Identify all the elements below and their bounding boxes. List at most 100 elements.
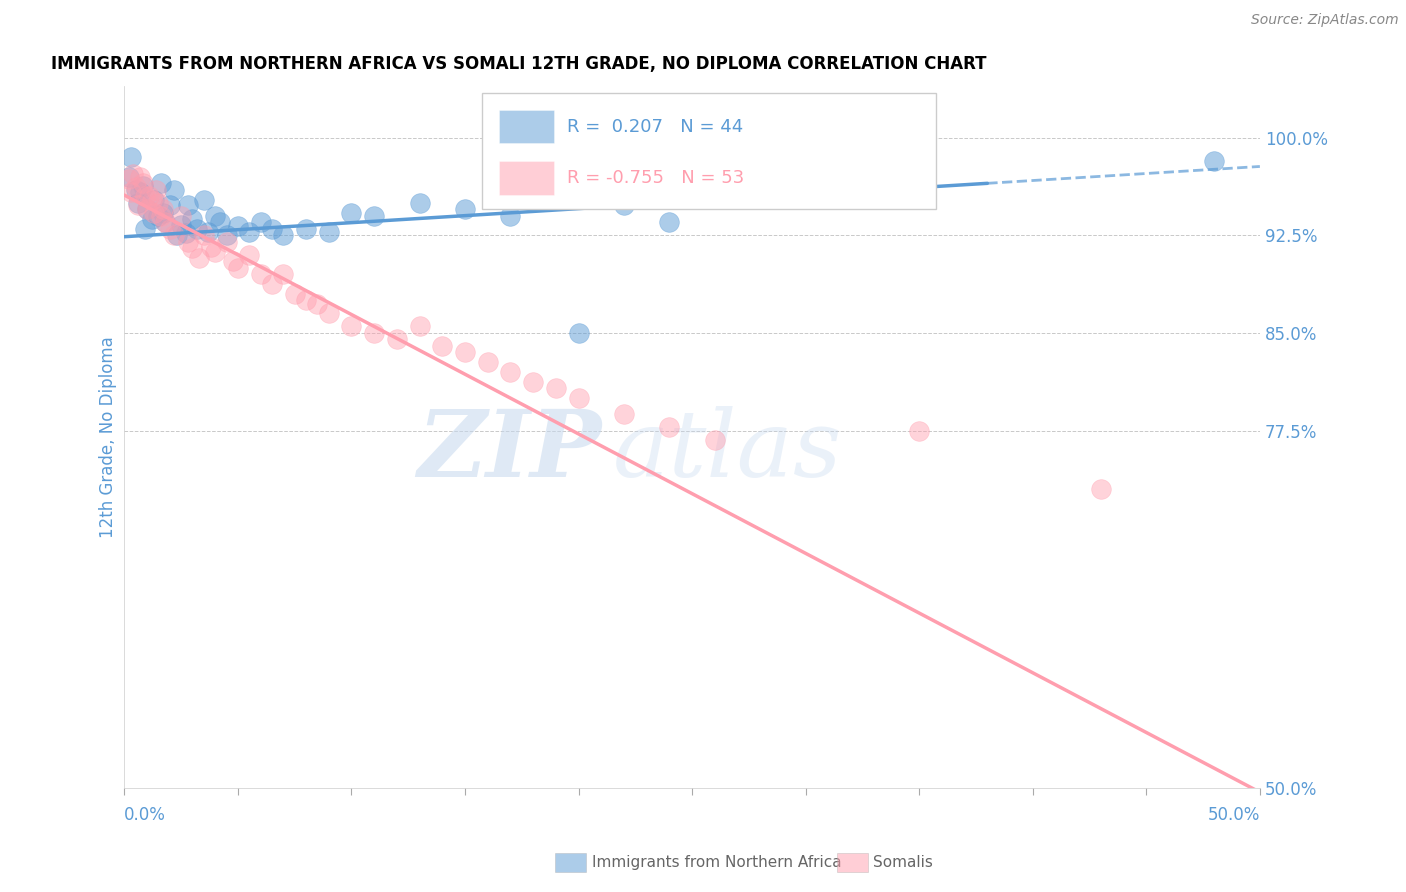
Point <box>340 319 363 334</box>
Point <box>658 419 681 434</box>
Text: 0.0%: 0.0% <box>124 805 166 824</box>
Point <box>318 306 340 320</box>
FancyBboxPatch shape <box>499 110 554 144</box>
Text: 50.0%: 50.0% <box>1208 805 1260 824</box>
Point <box>127 195 149 210</box>
Point <box>204 209 226 223</box>
Point <box>188 251 211 265</box>
Point <box>122 167 145 181</box>
Point <box>131 178 153 193</box>
Point <box>186 222 208 236</box>
Point <box>215 228 238 243</box>
Point <box>454 202 477 217</box>
Point <box>129 186 152 200</box>
Point <box>318 225 340 239</box>
Point <box>340 206 363 220</box>
FancyBboxPatch shape <box>499 161 554 194</box>
Point <box>658 215 681 229</box>
Point <box>408 195 430 210</box>
Point <box>155 215 177 229</box>
Point <box>295 293 318 308</box>
Point <box>238 225 260 239</box>
Point <box>118 172 141 186</box>
Point <box>125 180 148 194</box>
Point <box>142 194 165 208</box>
Point <box>284 287 307 301</box>
Point <box>307 297 329 311</box>
Point <box>703 433 725 447</box>
Text: IMMIGRANTS FROM NORTHERN AFRICA VS SOMALI 12TH GRADE, NO DIPLOMA CORRELATION CHA: IMMIGRANTS FROM NORTHERN AFRICA VS SOMAL… <box>51 55 986 73</box>
Point <box>886 186 908 201</box>
Point <box>295 222 318 236</box>
Point <box>197 225 219 239</box>
Point <box>181 211 204 226</box>
Point <box>363 326 385 340</box>
Point <box>260 222 283 236</box>
Point <box>363 209 385 223</box>
Point <box>522 376 544 390</box>
Point <box>142 206 165 220</box>
Point <box>141 211 163 226</box>
Point <box>152 206 174 220</box>
Point <box>408 319 430 334</box>
Point <box>166 228 188 243</box>
Point <box>155 215 177 229</box>
Point <box>193 228 215 243</box>
Point <box>249 268 271 282</box>
Point <box>260 277 283 291</box>
Point <box>385 333 408 347</box>
Point <box>170 209 193 223</box>
Text: ZIP: ZIP <box>418 406 602 496</box>
Point <box>134 189 156 203</box>
Text: Immigrants from Northern Africa: Immigrants from Northern Africa <box>592 855 842 870</box>
Point <box>148 209 170 223</box>
Point <box>120 150 142 164</box>
Point <box>271 268 294 282</box>
Point <box>499 209 522 223</box>
Point <box>138 189 160 203</box>
Point <box>163 183 186 197</box>
Point <box>613 407 636 421</box>
Point <box>136 202 159 217</box>
Point <box>271 228 294 243</box>
Point <box>125 183 148 197</box>
Point <box>215 235 238 249</box>
Point <box>177 235 200 249</box>
Point <box>118 169 141 184</box>
Text: Source: ZipAtlas.com: Source: ZipAtlas.com <box>1251 13 1399 28</box>
Point <box>170 218 193 232</box>
Point <box>120 186 142 200</box>
Point <box>163 228 186 243</box>
Point <box>208 215 231 229</box>
Y-axis label: 12th Grade, No Diploma: 12th Grade, No Diploma <box>100 336 117 538</box>
Point <box>249 215 271 229</box>
Text: R =  0.207   N = 44: R = 0.207 N = 44 <box>567 118 744 136</box>
Text: atlas: atlas <box>613 406 842 496</box>
Point <box>567 391 589 405</box>
Point <box>145 183 167 197</box>
Point <box>613 198 636 212</box>
Point <box>159 198 181 212</box>
Point <box>149 209 172 223</box>
Point <box>193 194 215 208</box>
Point <box>148 195 170 210</box>
Point <box>204 245 226 260</box>
Point <box>149 177 172 191</box>
Point <box>544 381 567 395</box>
Point <box>1204 154 1226 169</box>
Point <box>238 248 260 262</box>
Point <box>131 177 153 191</box>
Point <box>134 222 156 236</box>
Text: R = -0.755   N = 53: R = -0.755 N = 53 <box>567 169 744 186</box>
Point <box>141 194 163 208</box>
Point <box>159 222 181 236</box>
Point <box>226 260 249 275</box>
Point <box>152 202 174 217</box>
Point <box>908 424 931 438</box>
Point <box>136 202 159 217</box>
Point <box>226 219 249 234</box>
Point <box>200 240 222 254</box>
Point <box>127 198 149 212</box>
Point <box>181 242 204 256</box>
Point <box>477 354 499 368</box>
